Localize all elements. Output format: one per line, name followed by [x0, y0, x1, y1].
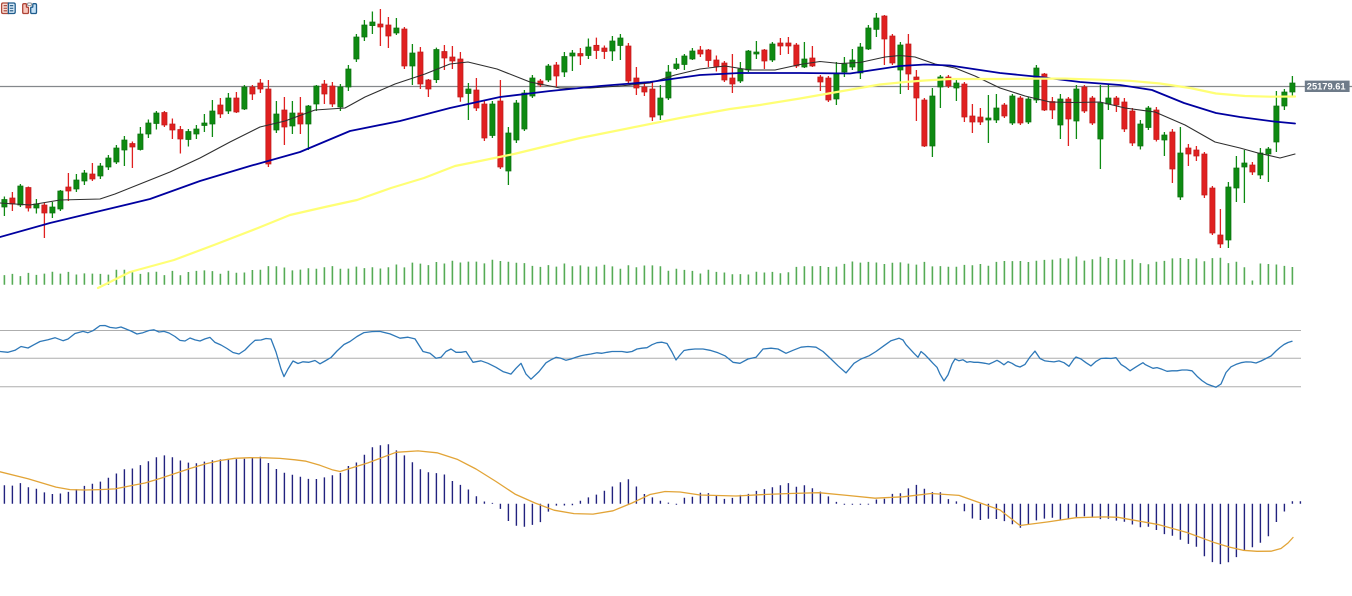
svg-text:25179.61: 25179.61 [1307, 82, 1346, 92]
